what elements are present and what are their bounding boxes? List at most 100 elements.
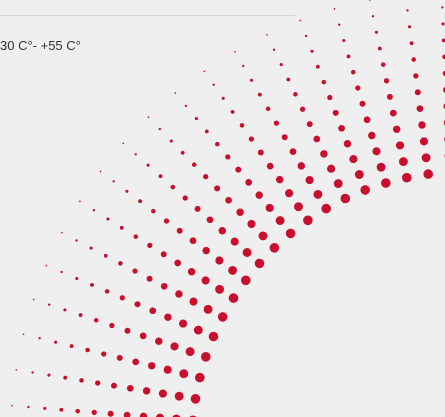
dot: [221, 96, 225, 100]
dot: [442, 70, 445, 77]
dot: [306, 121, 313, 128]
dot: [242, 248, 252, 257]
dot: [285, 189, 294, 198]
dot: [214, 185, 221, 192]
dot: [59, 407, 64, 412]
dot: [90, 282, 94, 287]
dot: [132, 358, 140, 366]
dot: [123, 411, 131, 417]
dot: [313, 135, 321, 143]
dot: [75, 408, 80, 414]
dot: [289, 148, 297, 155]
dot: [376, 162, 386, 172]
dot: [402, 172, 412, 183]
dot: [342, 38, 346, 43]
dot: [185, 347, 195, 357]
dot: [236, 208, 244, 216]
dot: [170, 184, 176, 190]
dot: [79, 200, 81, 203]
dot: [265, 106, 271, 112]
dot: [377, 46, 382, 51]
dot: [184, 104, 188, 108]
dot: [146, 275, 153, 282]
dot: [38, 337, 41, 340]
dot: [189, 297, 198, 306]
dot: [355, 85, 361, 91]
dot: [321, 79, 327, 85]
dot: [92, 209, 96, 212]
dot: [215, 256, 224, 265]
dot: [101, 351, 107, 357]
dot: [266, 33, 268, 36]
dot: [381, 178, 391, 188]
dot: [147, 362, 156, 370]
divider: [0, 15, 295, 16]
dot: [389, 109, 397, 117]
dot: [248, 136, 255, 142]
dot: [163, 218, 170, 224]
dot: [146, 163, 150, 167]
dot: [281, 134, 288, 141]
dot: [31, 371, 34, 374]
dot: [411, 57, 416, 62]
dot: [107, 410, 114, 417]
dot: [179, 369, 189, 379]
dot: [346, 54, 351, 59]
dot: [380, 62, 386, 67]
dot: [27, 405, 30, 409]
dot: [297, 162, 306, 170]
dot: [133, 234, 139, 239]
dot: [104, 289, 110, 294]
dot: [109, 322, 115, 329]
dot: [155, 337, 163, 345]
dot: [218, 226, 227, 235]
dot: [99, 170, 102, 173]
dot: [279, 63, 283, 67]
dot: [75, 276, 79, 281]
dot: [75, 239, 78, 242]
dot: [202, 246, 210, 255]
dot: [419, 137, 429, 146]
dot: [43, 406, 47, 410]
dot: [179, 319, 188, 328]
dot: [155, 413, 165, 417]
dot: [386, 93, 393, 100]
dot: [383, 78, 390, 84]
dot: [242, 64, 245, 68]
dot: [305, 176, 314, 185]
dot: [106, 217, 110, 221]
dot: [91, 409, 97, 416]
dot: [245, 179, 253, 186]
dot: [333, 179, 343, 189]
dot: [257, 92, 262, 97]
dot: [239, 123, 245, 128]
dot: [275, 175, 284, 184]
dot: [103, 253, 108, 258]
dot: [124, 327, 131, 334]
dot: [441, 6, 444, 9]
dot: [170, 342, 179, 351]
dot: [69, 344, 74, 349]
dot: [194, 117, 198, 121]
dot: [95, 380, 101, 386]
dot: [228, 293, 239, 303]
dot: [371, 15, 375, 18]
dot: [230, 109, 235, 114]
dot: [93, 318, 99, 323]
dot: [327, 164, 336, 173]
dot: [63, 375, 68, 380]
dot: [134, 301, 141, 308]
dot: [15, 368, 18, 371]
dot: [338, 23, 341, 26]
dot: [354, 170, 364, 179]
dot: [293, 92, 298, 97]
dot: [119, 295, 125, 301]
dot: [416, 105, 424, 112]
dot: [286, 77, 291, 82]
dot: [54, 340, 58, 344]
dot: [299, 106, 306, 112]
dot: [350, 69, 356, 75]
dot: [372, 147, 381, 156]
dot: [299, 19, 302, 22]
